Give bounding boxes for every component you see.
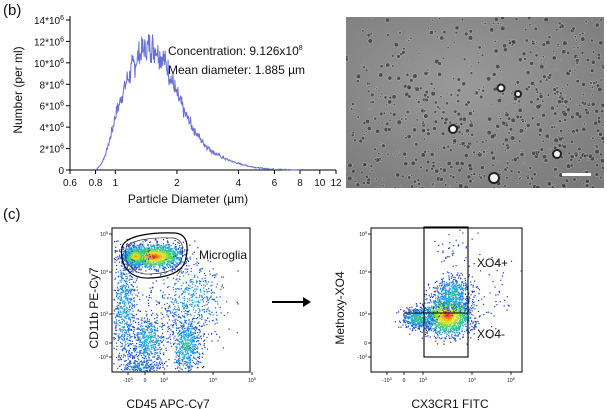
x-tick-label: 12 (330, 178, 342, 189)
flow-y-tick-label: 105 (359, 230, 368, 238)
y-tick-label: 8*106 (40, 79, 65, 91)
right-arrow-icon (272, 297, 311, 307)
right-x-axis-title: CX3CR1 FITC (411, 397, 489, 409)
microglia-gate-label: Microglia (199, 248, 247, 262)
flow-y-tick-label: 0 (364, 341, 367, 347)
flow-x-tick-label: 104 (468, 376, 477, 384)
histogram-axes: 0.6 0.8 1 2 4 6 8 10 1202*1064*1066*1068*10610*1… (34, 15, 342, 189)
flow-x-tick-label: -103 (382, 376, 392, 384)
x-tick-label: 6 (272, 178, 278, 189)
histogram-x-axis-title: Particle Diameter (µm) (128, 192, 248, 206)
y-tick-label: 10*106 (34, 58, 64, 70)
microglia-gate (121, 232, 188, 279)
x-tick-label: 0.6 (63, 178, 77, 189)
flow-y-tick-label: 105 (100, 230, 109, 238)
xo4-negative-label: XO4- (477, 327, 505, 341)
y-tick-label: 0 (58, 166, 64, 177)
concentration-annotation: Concentration: 9.126x108 (168, 44, 303, 58)
scale-bar (562, 173, 591, 176)
histogram-series-line (95, 34, 301, 171)
left-y-axis-title: CD11b PE-Cy7 (87, 267, 101, 348)
flow-x-tick-label: 104 (209, 376, 218, 384)
y-tick-label: 4*106 (40, 122, 65, 134)
x-tick-label: 4 (236, 178, 242, 189)
mean-diameter-annotation: Mean diameter: 1.885 µm (168, 63, 305, 77)
flow-x-tick-label: -103 (123, 376, 133, 384)
flow-y-tick-label: 103 (359, 310, 368, 318)
flow-plot-right: -103 0 103 104 105 105 104 103 0 -103 (358, 227, 523, 384)
flow-y-tick-label: 103 (100, 310, 109, 318)
x-tick-label: 2 (174, 178, 180, 189)
xo4-positive-label: XO4+ (477, 256, 508, 270)
flow-x-tick-label: 105 (507, 376, 516, 384)
right-y-axis-title: Methoxy-XO4 (333, 271, 347, 345)
flow-y-tick-label: -103 (358, 353, 368, 361)
y-tick-label: 12*106 (34, 36, 64, 48)
flow-y-tick-label: 104 (359, 268, 368, 276)
flow-y-tick-label: -103 (99, 353, 109, 361)
histogram-y-axis-title: Number (per ml) (11, 46, 25, 133)
y-tick-label: 6*106 (40, 101, 65, 113)
y-tick-label: 14*106 (34, 15, 64, 27)
flow-x-tick-label: 105 (248, 376, 257, 384)
y-tick-label: 2*106 (40, 144, 65, 156)
left-x-axis-title: CD45 APC-Cy7 (126, 397, 210, 409)
flow-x-tick-label: 0 (403, 378, 406, 384)
xo4-gate (423, 226, 469, 358)
panel-b-label: (b) (3, 2, 22, 19)
flow-y-tick-label: 104 (100, 268, 109, 276)
flow-x-tick-label: 103 (419, 376, 428, 384)
flow-x-tick-label: 0 (144, 378, 147, 384)
x-tick-label: 0.8 (89, 178, 103, 189)
x-tick-label: 1 (113, 178, 119, 189)
flow-x-tick-label: 103 (160, 376, 169, 384)
flow-plot-left: -103 0 103 104 105 105 104 103 0 -103 (99, 227, 257, 384)
x-tick-label: 10 (314, 178, 326, 189)
flow-y-tick-label: 0 (105, 341, 108, 347)
panel-c-label: (c) (3, 206, 21, 223)
x-tick-label: 8 (297, 178, 303, 189)
